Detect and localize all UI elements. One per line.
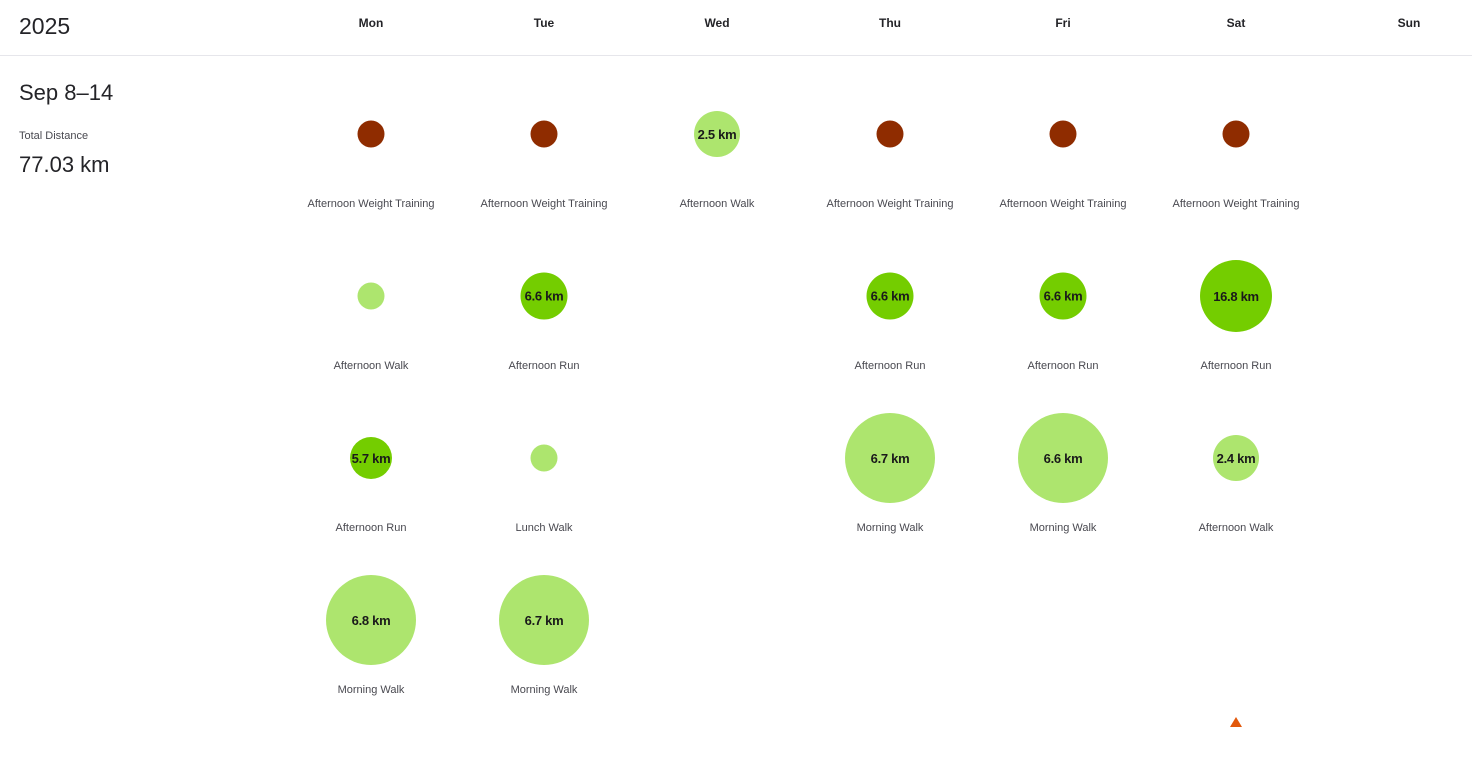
activity-bubble[interactable]: 6.7 km <box>845 413 935 503</box>
day-label-sat: Sat <box>1226 16 1246 30</box>
activity-name[interactable]: Afternoon Weight Training <box>480 198 608 210</box>
scroll-marker-icon <box>1230 717 1242 727</box>
activity-bubble[interactable] <box>530 120 558 148</box>
activity-item[interactable]: 16.8 km Afternoon Run <box>1151 260 1321 446</box>
activity-name[interactable]: Afternoon Walk <box>1198 522 1274 534</box>
activity-item[interactable]: Afternoon Weight Training <box>1151 120 1321 284</box>
activity-bubble[interactable]: 2.4 km <box>1213 435 1259 481</box>
activity-bubble[interactable] <box>530 444 558 472</box>
activity-distance: 6.6 km <box>1043 288 1083 304</box>
activity-distance: 2.4 km <box>1216 450 1256 466</box>
activity-distance: 6.6 km <box>1043 450 1083 466</box>
activity-bubble[interactable]: 6.7 km <box>499 575 589 665</box>
day-label-tue: Tue <box>533 16 555 30</box>
activity-distance: 6.7 km <box>524 612 564 628</box>
total-distance-label: Total Distance <box>19 130 89 142</box>
activity-distance: 16.8 km <box>1213 288 1259 304</box>
activity-bubble[interactable] <box>876 120 904 148</box>
activity-name[interactable]: Morning Walk <box>337 684 405 696</box>
activity-bubble[interactable]: 16.8 km <box>1200 260 1272 332</box>
activity-name[interactable]: Afternoon Run <box>335 522 407 534</box>
calendar-header: 2025 Mon Tue Wed Thu Fri Sat Sun <box>0 0 1472 56</box>
activity-item[interactable]: Afternoon Weight Training <box>459 120 629 284</box>
day-label-wed: Wed <box>704 16 730 30</box>
activity-name[interactable]: Afternoon Weight Training <box>1172 198 1300 210</box>
total-distance-value: 77.03 km <box>19 152 110 177</box>
activity-item[interactable]: 2.5 km Afternoon Walk <box>632 111 802 284</box>
activity-bubble[interactable] <box>1049 120 1077 148</box>
activity-distance: 6.8 km <box>351 612 391 628</box>
activity-item[interactable]: Afternoon Walk <box>286 282 456 446</box>
activity-bubble[interactable]: 6.8 km <box>326 575 416 665</box>
activity-name[interactable]: Afternoon Run <box>1200 360 1272 372</box>
activity-name[interactable]: Afternoon Walk <box>333 360 409 372</box>
activity-item[interactable]: 6.6 km Morning Walk <box>978 413 1148 608</box>
activity-item[interactable]: 6.6 km Afternoon Run <box>459 272 629 446</box>
activity-name[interactable]: Afternoon Run <box>508 360 580 372</box>
activity-item[interactable]: 5.7 km Afternoon Run <box>286 437 456 608</box>
activity-item[interactable]: Afternoon Weight Training <box>978 120 1148 284</box>
day-label-mon: Mon <box>358 16 384 30</box>
activity-bubble[interactable]: 5.7 km <box>350 437 392 479</box>
activity-bubble[interactable]: 6.6 km <box>866 272 914 320</box>
activity-bubble[interactable]: 6.6 km <box>520 272 568 320</box>
activity-distance: 2.5 km <box>697 126 737 142</box>
activity-item[interactable]: 6.7 km Morning Walk <box>459 575 629 770</box>
activity-name[interactable]: Afternoon Run <box>1027 360 1099 372</box>
activity-distance: 6.7 km <box>870 450 910 466</box>
day-label-fri: Fri <box>1055 16 1071 30</box>
activity-item[interactable]: 6.6 km Afternoon Run <box>978 272 1148 446</box>
activity-item[interactable]: Afternoon Weight Training <box>286 120 456 284</box>
activity-name[interactable]: Afternoon Weight Training <box>999 198 1127 210</box>
activity-name[interactable]: Morning Walk <box>856 522 924 534</box>
activity-name[interactable]: Morning Walk <box>1029 522 1097 534</box>
activity-distance: 6.6 km <box>870 288 910 304</box>
activity-bubble[interactable] <box>1222 120 1250 148</box>
activity-name[interactable]: Afternoon Weight Training <box>307 198 435 210</box>
activity-distance: 5.7 km <box>351 450 391 466</box>
activity-item[interactable]: Lunch Walk <box>459 444 629 608</box>
day-label-thu: Thu <box>879 16 901 30</box>
week-range: Sep 8–14 <box>19 80 114 105</box>
activity-name[interactable]: Afternoon Walk <box>679 198 755 210</box>
activity-bubble[interactable] <box>357 120 385 148</box>
activity-item[interactable]: 2.4 km Afternoon Walk <box>1151 435 1321 608</box>
day-label-sun: Sun <box>1397 16 1421 30</box>
activity-name[interactable]: Afternoon Run <box>854 360 926 372</box>
activity-bubble[interactable]: 6.6 km <box>1039 272 1087 320</box>
activity-name[interactable]: Lunch Walk <box>515 522 573 534</box>
year-label: 2025 <box>19 13 71 39</box>
activity-name[interactable]: Afternoon Weight Training <box>826 198 954 210</box>
activity-bubble[interactable] <box>357 282 385 310</box>
activity-bubble[interactable]: 2.5 km <box>694 111 740 157</box>
activity-name[interactable]: Morning Walk <box>510 684 578 696</box>
activity-bubble[interactable]: 6.6 km <box>1018 413 1108 503</box>
activity-item[interactable]: 6.6 km Afternoon Run <box>805 272 975 446</box>
activity-item[interactable]: 6.7 km Morning Walk <box>805 413 975 608</box>
activity-distance: 6.6 km <box>524 288 564 304</box>
activity-item[interactable]: Afternoon Weight Training <box>805 120 975 284</box>
activity-item[interactable]: 6.8 km Morning Walk <box>286 575 456 770</box>
